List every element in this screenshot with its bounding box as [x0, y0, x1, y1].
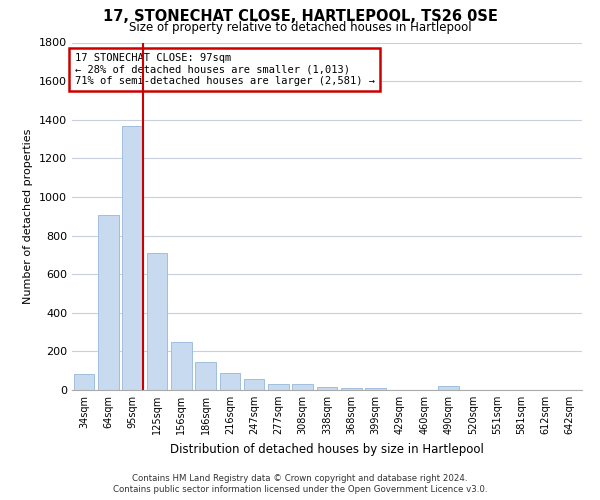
Bar: [317, 386, 337, 390]
Bar: [122, 126, 143, 390]
Text: 17, STONECHAT CLOSE, HARTLEPOOL, TS26 0SE: 17, STONECHAT CLOSE, HARTLEPOOL, TS26 0S…: [103, 9, 497, 24]
Text: Contains HM Land Registry data © Crown copyright and database right 2024.
Contai: Contains HM Land Registry data © Crown c…: [113, 474, 487, 494]
Text: Size of property relative to detached houses in Hartlepool: Size of property relative to detached ho…: [128, 22, 472, 35]
Bar: [220, 373, 240, 390]
Bar: [195, 362, 216, 390]
Bar: [74, 374, 94, 390]
Bar: [268, 384, 289, 390]
Bar: [98, 216, 119, 390]
X-axis label: Distribution of detached houses by size in Hartlepool: Distribution of detached houses by size …: [170, 442, 484, 456]
Bar: [438, 386, 459, 390]
Bar: [244, 380, 265, 390]
Bar: [292, 384, 313, 390]
Y-axis label: Number of detached properties: Number of detached properties: [23, 128, 34, 304]
Bar: [146, 253, 167, 390]
Bar: [365, 388, 386, 390]
Text: 17 STONECHAT CLOSE: 97sqm
← 28% of detached houses are smaller (1,013)
71% of se: 17 STONECHAT CLOSE: 97sqm ← 28% of detac…: [74, 53, 374, 86]
Bar: [341, 388, 362, 390]
Bar: [171, 342, 191, 390]
